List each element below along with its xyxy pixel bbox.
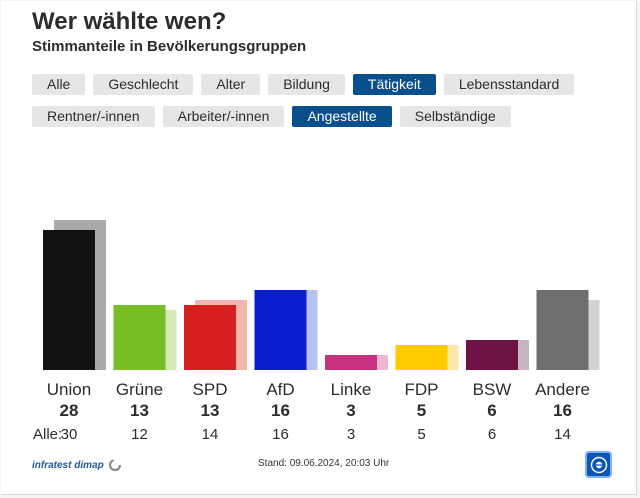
value-label-gruene: 13 — [130, 401, 149, 420]
bar-union — [43, 230, 95, 370]
tab-selbstaendige[interactable]: Selbständige — [399, 106, 511, 127]
comparison-value-afd: 16 — [272, 426, 289, 443]
tab-angestellte[interactable]: Angestellte — [292, 106, 392, 127]
value-label-bsw: 6 — [487, 401, 496, 420]
source-credit: infratest dimap — [32, 458, 122, 472]
tab-alle[interactable]: Alle — [32, 74, 86, 95]
category-label-union: Union — [47, 380, 91, 399]
bar-afd — [254, 290, 307, 370]
infratest-logo-icon — [108, 458, 121, 472]
bar-spd — [184, 305, 236, 370]
bar-andere — [536, 290, 589, 370]
tab-rentner[interactable]: Rentner/-innen — [32, 106, 155, 127]
tab-row-group: Rentner/-innen Arbeiter/-innen Angestell… — [32, 106, 511, 127]
comparison-value-spd: 14 — [202, 426, 219, 443]
bar-bsw — [466, 340, 518, 370]
tab-lebensstandard[interactable]: Lebensstandard — [443, 74, 575, 95]
logo-mark-icon — [590, 456, 607, 473]
comparison-value-gruene: 12 — [131, 426, 148, 443]
category-label-spd: SPD — [193, 380, 228, 399]
comparison-value-bsw: 6 — [488, 426, 496, 443]
tab-arbeiter[interactable]: Arbeiter/-innen — [162, 106, 285, 127]
value-label-union: 28 — [60, 401, 79, 420]
value-label-spd: 13 — [201, 401, 220, 420]
tab-geschlecht[interactable]: Geschlecht — [93, 74, 194, 95]
comparison-value-union: 30 — [61, 426, 78, 443]
tab-row-category: Alle Geschlecht Alter Bildung Tätigkeit … — [32, 74, 575, 95]
category-label-bsw: BSW — [473, 380, 512, 399]
category-label-gruene: Grüne — [116, 380, 163, 399]
brand-text: infratest dimap — [32, 459, 104, 471]
value-label-fdp: 5 — [417, 401, 426, 420]
tab-bildung[interactable]: Bildung — [268, 74, 345, 95]
bar-gruene — [113, 305, 166, 370]
category-label-fdp: FDP — [405, 380, 439, 399]
timestamp: Stand: 09.06.2024, 20:03 Uhr — [258, 458, 390, 469]
category-label-andere: Andere — [535, 380, 590, 399]
value-label-afd: 16 — [271, 401, 290, 420]
category-label-afd: AfD — [266, 380, 294, 399]
tab-alter[interactable]: Alter — [201, 74, 261, 95]
comparison-row-label: Alle: — [33, 426, 62, 443]
comparison-value-linke: 3 — [347, 426, 355, 443]
tab-taetigkeit[interactable]: Tätigkeit — [352, 74, 436, 95]
tagesschau-logo-icon — [585, 451, 612, 478]
value-label-linke: 3 — [346, 401, 355, 420]
value-label-andere: 16 — [553, 401, 572, 420]
bar-linke — [325, 355, 377, 370]
page-subtitle: Stimmanteile in Bevölkerungsgruppen — [32, 38, 307, 55]
category-label-linke: Linke — [331, 380, 372, 399]
bar-fdp — [395, 345, 448, 370]
comparison-value-andere: 14 — [554, 426, 571, 443]
page-title: Wer wählte wen? — [32, 8, 227, 35]
comparison-value-fdp: 5 — [417, 426, 425, 443]
